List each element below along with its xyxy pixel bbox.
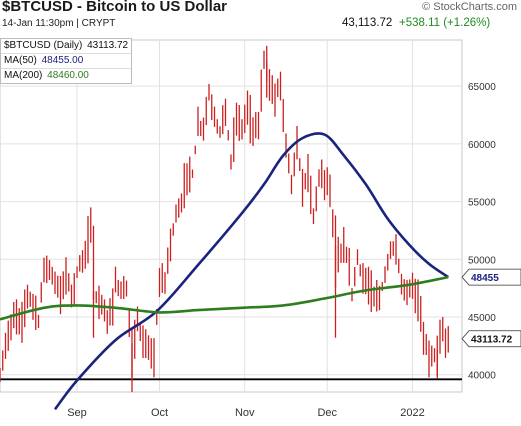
last-price-tag-shape <box>461 330 521 348</box>
ma50-price-tag: 48455 <box>461 268 521 286</box>
x-tick-label: Sep <box>67 407 87 419</box>
legend-ma50-label: MA(50) <box>4 55 37 66</box>
legend-ma200-label: MA(200) <box>4 70 43 81</box>
legend-main-label: $BTCUSD (Daily) <box>4 40 83 51</box>
chart-header: $BTCUSD - Bitcoin to US Dollar © StockCh… <box>0 0 521 36</box>
last-price-tag-text: 43113.72 <box>471 335 513 346</box>
y-tick-label: 65000 <box>468 82 496 93</box>
ma200-line <box>0 275 449 321</box>
legend-ma50: MA(50) 48455.00 <box>1 53 132 68</box>
chart-legend: $BTCUSD (Daily) 43113.72 MA(50) 48455.00… <box>0 38 133 84</box>
gridlines <box>0 39 463 393</box>
y-tick-label: 50000 <box>468 255 496 266</box>
legend-ma200-value: 48460.00 <box>47 70 89 81</box>
y-tick-label: 60000 <box>468 140 496 151</box>
x-axis: Sep Oct Nov Dec 2022 <box>67 407 425 419</box>
moving-averages <box>0 132 450 411</box>
last-price-tag: 43113.72 <box>461 330 521 348</box>
ma50-price-tag-shape <box>461 268 521 286</box>
stockcharts-brand[interactable]: © StockCharts.com <box>422 1 517 13</box>
x-tick-label: Dec <box>317 407 337 419</box>
y-tick-label: 40000 <box>468 371 496 382</box>
legend-main-value: 43113.72 <box>87 40 129 51</box>
date-exchange-line: 14-Jan 11:30pm | CRYPT <box>2 18 116 29</box>
price-chart[interactable]: 65000 60000 55000 50000 45000 40000 Sep Oct Nov… <box>0 36 521 426</box>
ma50-price-tag-text: 48455 <box>471 273 499 284</box>
x-tick-label: Oct <box>151 407 168 419</box>
price-bars <box>0 45 449 393</box>
legend-main: $BTCUSD (Daily) 43113.72 <box>1 39 131 53</box>
y-tick-label: 45000 <box>468 313 496 324</box>
price-change: +538.11 (+1.26%) <box>399 17 491 29</box>
x-tick-label: Nov <box>235 407 255 419</box>
y-tick-label: 55000 <box>468 198 496 209</box>
legend-ma50-value: 48455.00 <box>41 55 84 66</box>
plot-frame <box>0 39 463 393</box>
legend-ma200: MA(200) 48460.00 <box>1 68 132 83</box>
last-price: 43,113.72 <box>342 17 393 29</box>
price-tags: 48455 43113.72 <box>461 268 521 348</box>
x-tick-label: 2022 <box>400 407 424 419</box>
ma50-line <box>53 132 450 411</box>
y-axis: 65000 60000 55000 50000 45000 40000 <box>468 82 496 382</box>
chart-title: $BTCUSD - Bitcoin to US Dollar <box>2 0 228 15</box>
